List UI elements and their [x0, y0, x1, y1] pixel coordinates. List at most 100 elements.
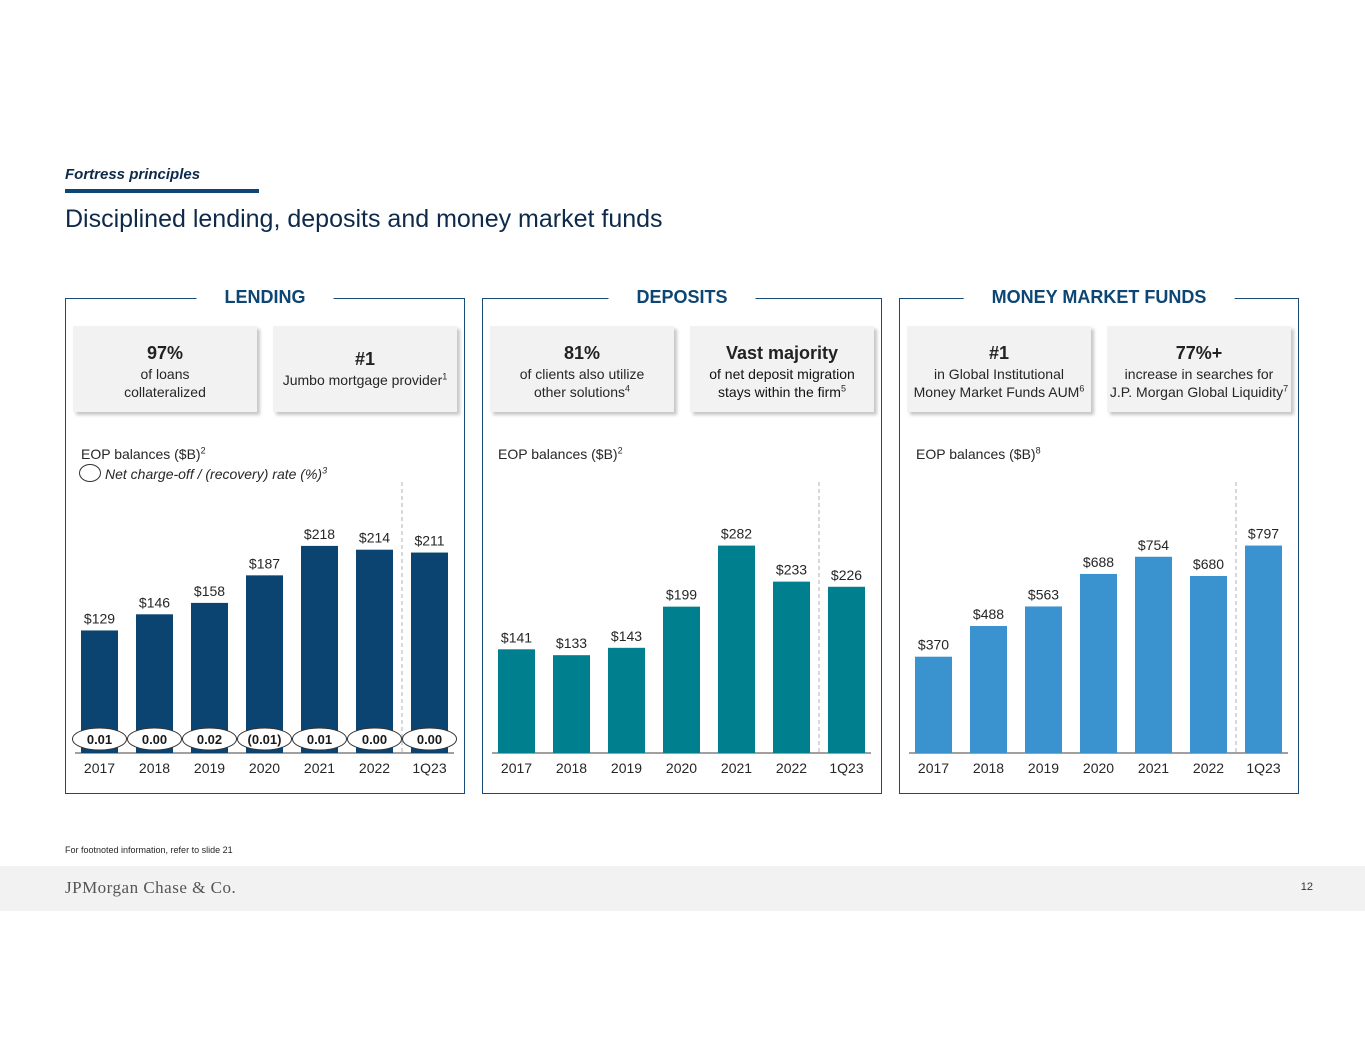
value-label: $282 [721, 526, 752, 542]
card-text-line2: collateralized [124, 384, 206, 400]
value-label: $488 [973, 606, 1004, 622]
value-label: $688 [1083, 554, 1114, 570]
value-label: $187 [249, 555, 280, 571]
charge-off-rate-label: 0.00 [142, 732, 167, 747]
value-label: $133 [556, 635, 587, 651]
lending-panel-title: LENDING [196, 287, 334, 309]
category-label: 2018 [556, 760, 587, 776]
value-label: $754 [1138, 537, 1169, 553]
value-label: $199 [666, 587, 697, 603]
value-label: $226 [831, 567, 862, 583]
deposits-eop-label: EOP balances ($B)2 [498, 445, 623, 462]
value-label: $680 [1193, 556, 1224, 572]
charge-off-oval [127, 727, 182, 751]
category-label: 2022 [776, 760, 807, 776]
category-label: 2020 [666, 760, 697, 776]
category-label: 2019 [611, 760, 642, 776]
footnote: For footnoted information, refer to slid… [65, 845, 233, 855]
category-label: 1Q23 [829, 760, 863, 776]
category-label: 2019 [194, 760, 225, 776]
mmf-bar-chart: $370 2017 $488 2018 $563 2019 $688 2020 $754 2021… [909, 482, 1288, 776]
section-label: Fortress principles [65, 166, 201, 183]
mmf-bar-2018 [970, 625, 1007, 753]
charge-off-oval [182, 727, 237, 751]
card-text-line2: Money Market Funds AUM [913, 384, 1080, 400]
category-label: 2019 [1028, 760, 1059, 776]
card-text-line1: of clients also utilize [519, 366, 645, 382]
deposits-bar-chart: $141 2017 $133 2018 $143 2019 $199 2020 $282 2021… [492, 482, 871, 776]
charge-off-oval [402, 727, 457, 751]
value-label: $218 [304, 526, 335, 542]
charge-off-rate-label: 0.02 [197, 732, 222, 747]
value-label: $563 [1028, 586, 1059, 602]
lending-bar-2020 [246, 575, 283, 753]
deposits-bar-2021 [718, 545, 755, 753]
category-label: 2020 [249, 760, 280, 776]
card-text-line1: of net deposit migration [709, 366, 855, 382]
section-underline [65, 189, 259, 193]
charge-off-rate-label: 0.00 [362, 732, 387, 747]
deposits-bar-2019 [608, 647, 645, 753]
mmf-bar-1Q23 [1245, 545, 1282, 753]
value-label: $146 [139, 594, 170, 610]
deposits-panel-title: DEPOSITS [608, 287, 756, 309]
deposits-bar-2017 [498, 649, 535, 753]
category-label: 1Q23 [1246, 760, 1280, 776]
charge-off-legend: Net charge-off / (recovery) rate (%)3 [79, 464, 327, 482]
category-label: 2018 [973, 760, 1004, 776]
deposits-bar-2020 [663, 606, 700, 753]
value-label: $214 [359, 530, 390, 546]
card-text-line1: in Global Institutional [934, 366, 1064, 382]
deposits-bar-2022 [773, 581, 810, 753]
charge-off-rate-label: 0.01 [307, 732, 332, 747]
category-label: 2017 [84, 760, 115, 776]
value-label: $211 [414, 533, 444, 549]
lending-jumbo-card: #1 Jumbo mortgage provider1 [273, 326, 457, 412]
charge-off-oval [237, 727, 292, 751]
mmf-bar-2021 [1135, 556, 1172, 753]
oval-legend-icon [79, 464, 101, 482]
page-number: 12 [1300, 881, 1313, 893]
category-label: 2021 [304, 760, 335, 776]
charge-off-rate-label: (0.01) [248, 732, 282, 747]
category-label: 2017 [501, 760, 532, 776]
value-label: $233 [776, 562, 807, 578]
value-label: $141 [501, 629, 532, 645]
mmf-eop-label: EOP balances ($B)8 [916, 445, 1041, 462]
value-label: $797 [1248, 526, 1279, 542]
deposits-bar-2018 [553, 655, 590, 753]
lending-eop-label: EOP balances ($B)2 [81, 445, 206, 462]
card-text-line1: increase in searches for [1124, 366, 1274, 382]
legend-label: Net charge-off / (recovery) rate (%) [105, 466, 323, 482]
lending-collateral-card: 97% of loans collateralized [73, 326, 257, 412]
mmf-bar-2020 [1080, 573, 1117, 753]
card-text-line2: stays within the firm [718, 384, 841, 400]
card-stat: 97% [146, 343, 184, 363]
category-label: 2022 [1193, 760, 1224, 776]
category-label: 2018 [139, 760, 170, 776]
charge-off-oval [347, 727, 402, 751]
deposits-clients-card: 81% of clients also utilize other soluti… [490, 326, 674, 412]
lending-bar-2021 [301, 545, 338, 753]
mmf-bar-2017 [915, 656, 952, 753]
card-text-line2: J.P. Morgan Global Liquidity [1109, 384, 1284, 400]
deposits-bar-1Q23 [828, 586, 865, 753]
mmf-searches-card: 77%+ increase in searches for J.P. Morga… [1107, 326, 1291, 412]
footnote-ref: 1 [442, 371, 448, 382]
category-label: 2021 [721, 760, 752, 776]
lending-bar-chart: $129 2017 0.01 $146 2018 0.00 $158 2019 0.02 $187… [72, 482, 457, 776]
category-label: 2022 [359, 760, 390, 776]
lending-bar-2022 [356, 549, 393, 753]
card-stat: 81% [563, 343, 601, 363]
value-label: $129 [84, 610, 115, 626]
category-label: 2021 [1138, 760, 1169, 776]
mmf-panel-title: MONEY MARKET FUNDS [963, 287, 1235, 309]
value-label: $370 [918, 637, 949, 653]
card-text-line1: of loans [140, 366, 190, 382]
card-stat: 77%+ [1175, 343, 1223, 363]
card-text-line2: other solutions [533, 384, 626, 400]
page-title: Disciplined lending, deposits and money … [65, 205, 663, 233]
value-label: $158 [194, 583, 225, 599]
charge-off-rate-label: 0.00 [417, 732, 442, 747]
jpmorgan-logo: JPMorgan Chase & Co. [65, 878, 237, 897]
